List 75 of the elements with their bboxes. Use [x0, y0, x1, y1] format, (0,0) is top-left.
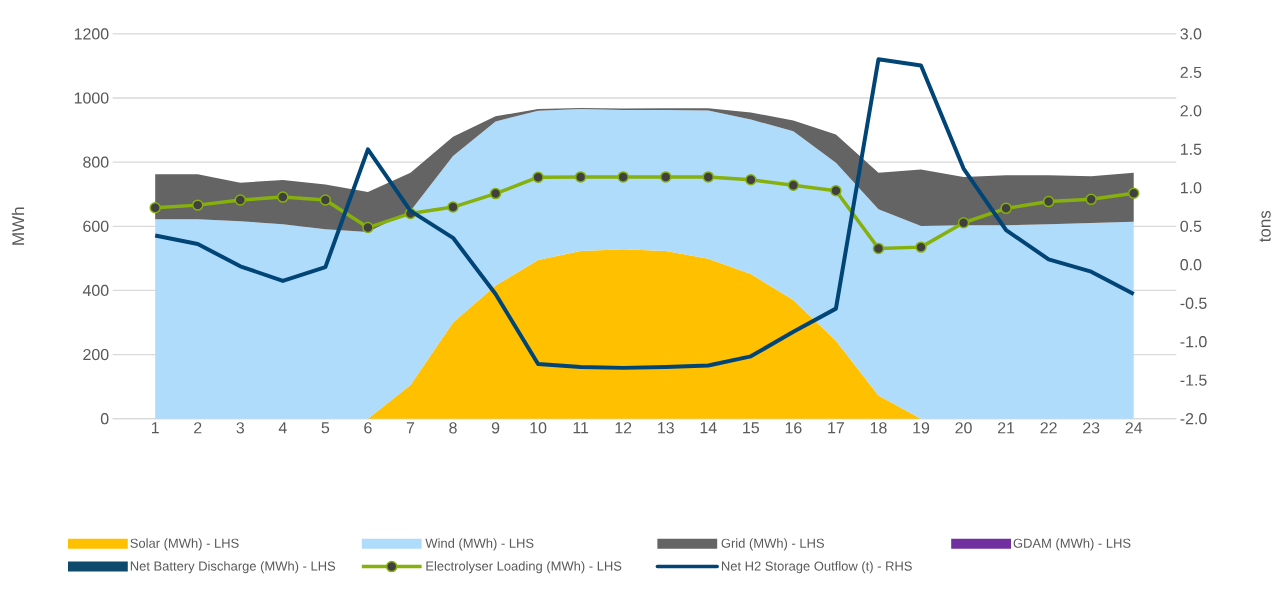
point — [1085, 193, 1097, 206]
point — [1000, 202, 1012, 214]
point — [319, 194, 332, 206]
legend-label: Net H2 Storage Outflow (t) - RHS — [721, 561, 912, 574]
y2-tick-label: 1.5 — [1181, 143, 1202, 155]
y2-tick-label: 3.0 — [1180, 28, 1202, 40]
legend-label: Electrolyser Loading (MWh) - LHS — [426, 561, 622, 574]
legend-label: GDAM (MWh) - LHS — [1013, 538, 1131, 551]
point — [532, 171, 544, 183]
y2-tick-label: -1.0 — [1180, 336, 1207, 348]
y-tick-label: 400 — [82, 284, 109, 296]
x-tick-label: 19 — [913, 422, 930, 434]
x-tick-label: 12 — [615, 422, 632, 434]
x-tick-label: 3 — [236, 422, 245, 434]
point — [234, 194, 247, 206]
y-axis-title: MWh — [11, 207, 25, 245]
point — [277, 191, 289, 203]
x-tick-label: 15 — [743, 422, 760, 434]
y2-tick-label: 2.5 — [1180, 66, 1202, 78]
x-tick-label: 14 — [700, 422, 717, 434]
point — [660, 171, 672, 183]
y-tick-label: 0 — [100, 412, 109, 425]
legend-label: Solar (MWh) - LHS — [130, 538, 239, 551]
y2-tick-label: 1.0 — [1181, 182, 1202, 194]
point — [745, 173, 757, 186]
x-tick-label: 16 — [785, 422, 802, 434]
point — [1042, 195, 1055, 208]
point — [192, 199, 204, 211]
point — [489, 187, 502, 200]
x-tick-label: 9 — [491, 422, 500, 434]
point — [1127, 187, 1140, 199]
point — [702, 171, 715, 183]
line-series — [153, 57, 1136, 370]
y-tick-label: 1000 — [74, 92, 109, 104]
x-tick-label: 22 — [1040, 422, 1057, 434]
y-tick-label: 600 — [83, 220, 109, 232]
point — [617, 171, 629, 183]
legend-label: Wind (MWh) - LHS — [425, 538, 534, 551]
point — [574, 171, 587, 183]
y2-tick-label: -2.0 — [1180, 412, 1207, 425]
point — [915, 241, 927, 253]
x-tick-label: 17 — [828, 422, 844, 434]
x-tick-label: 23 — [1083, 422, 1100, 434]
point — [149, 201, 161, 214]
y2-axis-title: tons — [1259, 210, 1271, 242]
legend-label: Net Battery Discharge (MWh) - LHS — [130, 561, 336, 574]
x-tick-label: 20 — [955, 422, 972, 434]
x-tick-label: 7 — [406, 422, 415, 434]
point — [447, 201, 459, 213]
x-tick-label: 24 — [1125, 422, 1143, 434]
x-tick-label: 11 — [573, 422, 589, 434]
point — [957, 216, 970, 229]
x-tick-label: 4 — [278, 422, 287, 434]
y-tick-label: 1200 — [74, 28, 109, 40]
y2-tick-label: -0.5 — [1180, 297, 1207, 309]
y2-tick-label: 0.5 — [1180, 220, 1202, 232]
x-tick-label: 5 — [321, 422, 330, 434]
x-tick-label: 1 — [151, 422, 159, 434]
legend-label: Grid (MWh) - LHS — [721, 538, 824, 551]
x-tick-label: 21 — [998, 422, 1015, 434]
point — [787, 179, 800, 191]
y2-tick-label: -1.5 — [1180, 374, 1207, 386]
y-tick-label: 800 — [83, 156, 109, 168]
y2-tick-label: 0.0 — [1180, 259, 1202, 271]
x-tick-label: 10 — [530, 422, 547, 434]
point — [830, 184, 842, 197]
x-tick-label: 2 — [194, 422, 202, 434]
x-tick-label: 18 — [870, 422, 887, 434]
y-tick-label: 200 — [83, 348, 109, 361]
x-tick-label: 6 — [364, 422, 372, 434]
point — [362, 221, 374, 234]
x-tick-label: 8 — [449, 422, 457, 434]
y2-tick-label: 2.0 — [1180, 105, 1202, 117]
x-tick-label: 13 — [658, 422, 674, 434]
point — [872, 242, 885, 255]
